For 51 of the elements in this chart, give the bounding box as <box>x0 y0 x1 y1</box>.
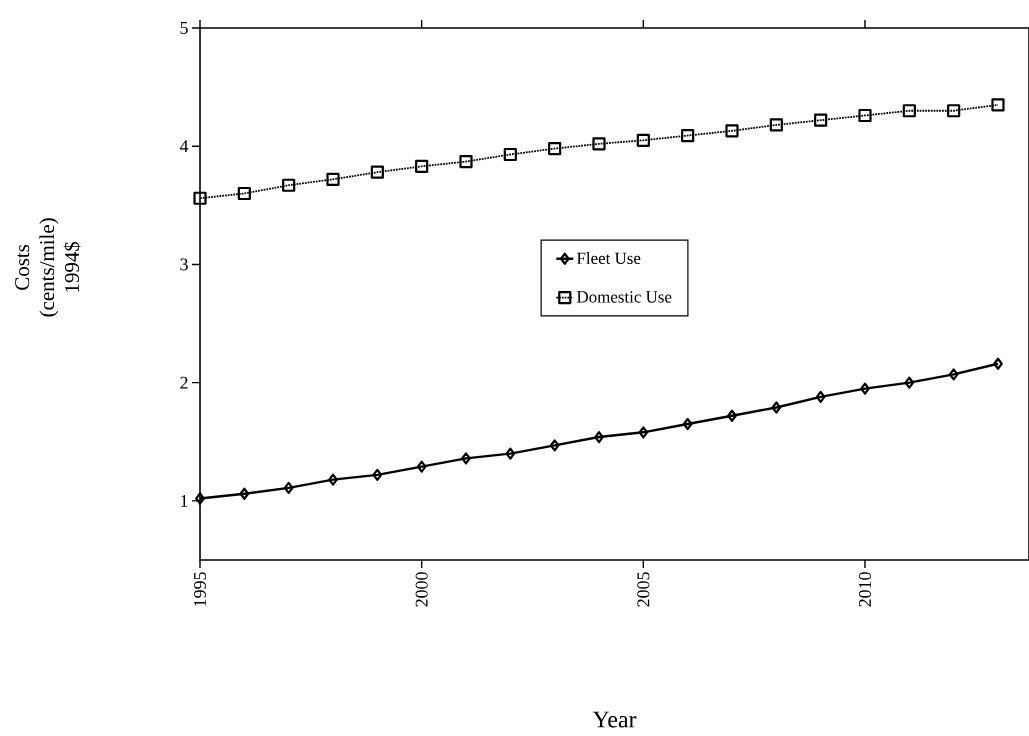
point <box>549 439 560 452</box>
point <box>902 104 916 118</box>
point <box>459 154 473 169</box>
point <box>461 452 471 465</box>
legend-label: Fleet Use <box>576 252 641 265</box>
legend-label: Domestic Use <box>576 291 672 303</box>
point <box>505 447 516 460</box>
point <box>237 186 251 201</box>
point <box>282 178 296 192</box>
point <box>239 487 250 500</box>
point <box>947 104 961 118</box>
x-tick-label: 1995 <box>193 572 207 606</box>
y-tick-label: 2 <box>180 376 188 389</box>
point <box>548 141 562 156</box>
point <box>283 481 294 494</box>
point <box>193 191 207 205</box>
point <box>858 108 872 123</box>
point <box>904 376 915 389</box>
y-axis-title: Costs (cents/mile) 1994$ <box>15 218 81 317</box>
x-tick-label: 2005 <box>637 572 650 607</box>
point <box>372 468 383 481</box>
x-tick-label: 2000 <box>415 572 428 607</box>
point <box>725 124 739 138</box>
point <box>636 133 650 147</box>
point <box>814 113 828 127</box>
point <box>370 165 384 179</box>
point <box>769 118 783 132</box>
point <box>948 368 959 381</box>
point <box>860 382 870 395</box>
point <box>592 137 606 151</box>
point <box>727 409 737 422</box>
point <box>326 172 340 186</box>
x-axis-title: Year <box>592 711 637 728</box>
y-tick-label: 3 <box>180 258 188 271</box>
y-tick-label: 5 <box>180 22 188 34</box>
point <box>594 430 604 444</box>
y-tick-label: 1 <box>181 494 188 507</box>
point <box>993 357 1003 370</box>
point <box>815 390 826 403</box>
point <box>991 98 1005 112</box>
point <box>771 401 782 414</box>
point <box>415 159 429 173</box>
point <box>682 417 693 431</box>
point <box>328 473 338 486</box>
x-tick-label: 2010 <box>858 572 872 607</box>
point <box>503 147 517 162</box>
y-tick-label: 4 <box>179 140 189 153</box>
point <box>195 492 205 505</box>
point <box>638 426 649 439</box>
point <box>416 460 427 473</box>
point <box>681 128 695 143</box>
